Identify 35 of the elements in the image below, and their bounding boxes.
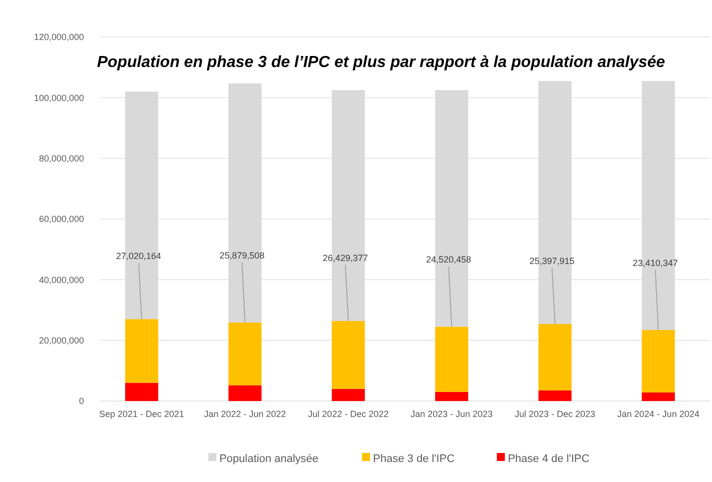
annotation: 25,879,508 [219, 250, 265, 260]
y-tick-label: 120,000,000 [34, 32, 84, 42]
legend-label: Phase 3 de l'IPC [373, 452, 455, 465]
text: Population en phase 3 de l’IPC et plus par rapport à la population analysée [96, 54, 666, 71]
y-tick-label: 0 [78, 396, 84, 406]
annotation: 24,520,458 [426, 254, 472, 265]
y-tick-label: 40,000,000 [38, 274, 84, 285]
bar [125, 382, 158, 401]
x-tick-label: Jan 2022 - Jun 2022 [204, 409, 286, 419]
bar [332, 320, 365, 389]
y-tick-label: 60,000,000 [38, 214, 84, 224]
x-tick-label: Jan 2023 - Jun 2023 [410, 409, 493, 419]
legend-label: Population analysée [219, 452, 318, 465]
legend-label: Phase 4 de l'IPC [508, 452, 590, 465]
y-tick-label: 20,000,000 [38, 335, 84, 346]
x-tick-label: Sep 2021 - Dec 2021 [99, 409, 184, 419]
y-tick-label: 80,000,000 [38, 153, 84, 164]
bar [538, 390, 572, 401]
annotation: 25,397,915 [529, 256, 575, 266]
bar [125, 319, 158, 383]
y-tick-label: 100,000,000 [34, 92, 84, 103]
x-tick-label: Jul 2023 - Dec 2023 [514, 409, 596, 419]
bar [332, 388, 365, 401]
annotation: 27,020,164 [116, 251, 162, 262]
bar [228, 385, 262, 401]
bar [435, 392, 468, 401]
bar [538, 324, 572, 390]
x-tick-label: Jul 2022 - Dec 2022 [308, 409, 389, 419]
bar [228, 322, 262, 386]
x-tick-label: Jan 2024 - Jun 2024 [617, 409, 700, 419]
annotation: 26,429,377 [322, 252, 368, 263]
bar [642, 330, 675, 393]
bar [435, 326, 468, 392]
bar [642, 392, 675, 401]
annotation: 23,410,347 [632, 258, 678, 268]
